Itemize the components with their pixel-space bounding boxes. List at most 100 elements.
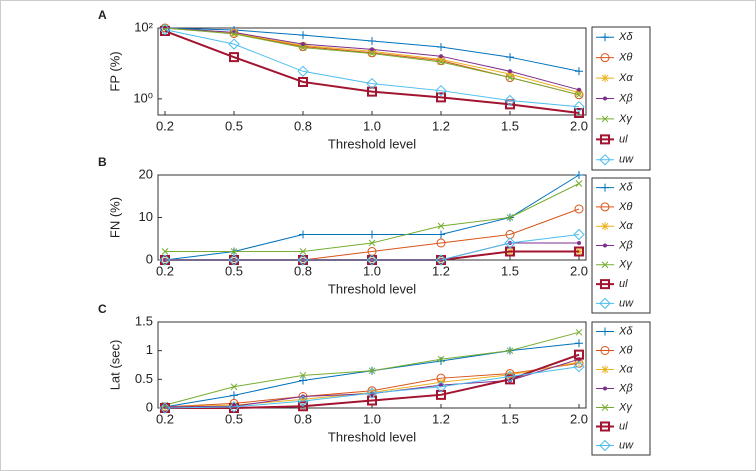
series-line <box>165 234 580 261</box>
y-tick-label: 10 <box>139 209 153 224</box>
legend-marker <box>601 74 609 83</box>
legend-marker <box>603 96 608 101</box>
x-tick-label: 0.2 <box>156 263 174 278</box>
legend-label: Xθ <box>618 201 632 213</box>
data-marker <box>574 246 584 257</box>
data-marker <box>506 347 514 355</box>
data-marker <box>159 254 171 266</box>
data-marker <box>299 395 307 404</box>
data-marker <box>299 371 307 379</box>
x-axis-label: Threshold level <box>328 281 416 296</box>
data-marker <box>299 248 307 255</box>
data-marker <box>577 87 582 92</box>
legend-marker <box>603 243 608 248</box>
legend-marker <box>600 53 610 63</box>
legend-marker <box>603 386 608 391</box>
data-marker <box>506 214 514 221</box>
data-marker <box>297 395 309 407</box>
data-marker <box>435 381 447 393</box>
data-marker <box>575 180 583 187</box>
data-marker <box>437 230 445 239</box>
data-marker <box>368 239 376 247</box>
x-tick-label: 1.5 <box>501 411 519 426</box>
x-tick-label: 0.2 <box>156 411 174 426</box>
data-marker <box>437 55 445 64</box>
data-marker <box>506 74 514 81</box>
legend-marker <box>600 279 610 290</box>
legend-label: ul <box>619 278 628 290</box>
panel-label: B <box>98 155 107 169</box>
legend-label: uw <box>619 297 634 309</box>
legend-label: Xα <box>618 72 633 84</box>
legend-marker <box>601 183 609 192</box>
legend-label: Xα <box>618 220 633 232</box>
data-marker <box>436 238 446 248</box>
legend-marker <box>601 327 609 336</box>
data-marker <box>368 230 376 239</box>
x-tick-label: 1.2 <box>432 118 450 133</box>
data-marker <box>575 171 583 179</box>
data-marker <box>366 387 378 399</box>
data-marker <box>370 47 375 52</box>
legend-label: uw <box>619 439 634 451</box>
x-axis-label: Threshold level <box>328 429 416 444</box>
data-marker <box>505 230 515 239</box>
data-marker <box>435 84 447 97</box>
data-marker <box>298 76 308 87</box>
legend-marker <box>601 261 609 269</box>
data-marker <box>366 254 378 266</box>
data-marker <box>299 376 307 385</box>
data-marker <box>437 58 445 66</box>
data-marker <box>160 26 170 37</box>
data-marker <box>299 44 307 51</box>
y-tick-label: 0.5 <box>135 371 153 386</box>
x-tick-label: 0.8 <box>294 118 312 133</box>
data-marker <box>573 101 585 113</box>
data-marker <box>366 77 378 90</box>
data-marker <box>228 254 240 266</box>
data-marker <box>439 383 444 387</box>
x-tick-label: 0.5 <box>225 411 243 426</box>
data-marker <box>228 38 240 50</box>
data-marker <box>575 91 583 99</box>
data-marker <box>439 54 444 59</box>
legend-label: Xα <box>618 363 633 375</box>
legend-label: Xβ <box>618 92 633 104</box>
legend-marker <box>600 202 610 212</box>
legend-label: ul <box>619 420 628 432</box>
legend-label: Xβ <box>618 239 633 251</box>
legend-label: Xθ <box>618 52 632 64</box>
x-tick-label: 1.0 <box>363 263 381 278</box>
data-marker <box>504 237 516 249</box>
data-marker <box>508 69 513 74</box>
legend-marker <box>601 365 609 374</box>
series-line <box>164 29 580 108</box>
y-tick-label: 10⁰ <box>133 90 153 105</box>
y-tick-label: 10² <box>134 19 153 34</box>
legend-label: uw <box>619 154 634 166</box>
data-marker <box>573 361 585 373</box>
x-tick-label: 0.8 <box>294 411 312 426</box>
data-marker <box>301 42 306 47</box>
x-tick-label: 1.0 <box>363 411 381 426</box>
data-marker <box>575 67 583 76</box>
data-marker <box>368 36 376 45</box>
data-marker <box>230 383 238 391</box>
data-marker <box>574 349 584 360</box>
legend-label: Xγ <box>618 259 633 271</box>
legend-marker <box>600 421 610 432</box>
y-tick-label: 0 <box>146 251 153 266</box>
panel-label: A <box>98 8 107 22</box>
data-marker <box>161 248 169 255</box>
y-tick-label: 0 <box>146 399 153 414</box>
data-marker <box>506 70 514 79</box>
data-marker <box>575 339 583 348</box>
legend-marker <box>601 115 609 123</box>
series-line <box>164 30 580 114</box>
x-tick-label: 1.2 <box>432 411 450 426</box>
data-marker <box>299 230 307 239</box>
data-marker <box>573 228 585 241</box>
y-tick-label: 20 <box>139 166 153 181</box>
data-marker <box>297 254 309 266</box>
data-marker <box>367 247 377 256</box>
